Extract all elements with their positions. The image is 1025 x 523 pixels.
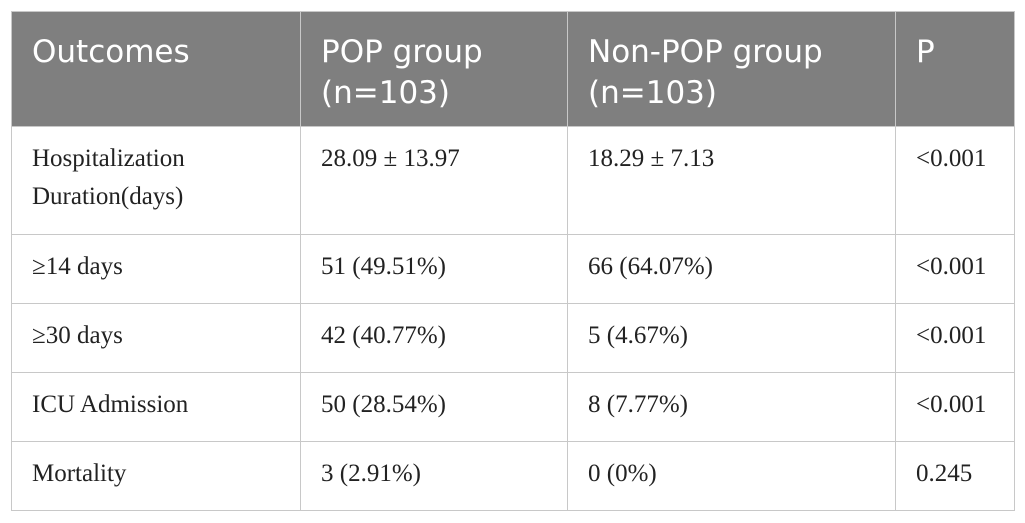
- cell-pop: 28.09 ± 13.97: [300, 126, 568, 235]
- cell-outcome: Hospitalization Duration(days): [11, 126, 301, 235]
- cell-p: <0.001: [895, 303, 1015, 373]
- cell-outcome: ICU Admission: [11, 372, 301, 442]
- table-row: ICU Admission 50 (28.54%) 8 (7.77%) <0.0…: [11, 372, 1015, 442]
- cell-non-pop: 18.29 ± 7.13: [567, 126, 896, 235]
- table-row: ≥30 days 42 (40.77%) 5 (4.67%) <0.001: [11, 303, 1015, 373]
- cell-p: 0.245: [895, 441, 1015, 511]
- cell-outcome: Mortality: [11, 441, 301, 511]
- cell-outcome: ≥14 days: [11, 234, 301, 304]
- cell-non-pop: 66 (64.07%): [567, 234, 896, 304]
- cell-p: <0.001: [895, 372, 1015, 442]
- header-row: Outcomes POP group (n=103) Non-POP group…: [11, 11, 1015, 127]
- cell-non-pop: 8 (7.77%): [567, 372, 896, 442]
- outcomes-table: Outcomes POP group (n=103) Non-POP group…: [11, 11, 1015, 511]
- table-row: Hospitalization Duration(days) 28.09 ± 1…: [11, 126, 1015, 235]
- cell-outcome: ≥30 days: [11, 303, 301, 373]
- header-p-value: P: [895, 11, 1015, 127]
- header-outcomes: Outcomes: [11, 11, 301, 127]
- cell-p: <0.001: [895, 234, 1015, 304]
- cell-p: <0.001: [895, 126, 1015, 235]
- header-pop-group: POP group (n=103): [300, 11, 568, 127]
- table-body: Hospitalization Duration(days) 28.09 ± 1…: [11, 126, 1015, 511]
- cell-pop: 42 (40.77%): [300, 303, 568, 373]
- table-header: Outcomes POP group (n=103) Non-POP group…: [11, 11, 1015, 127]
- cell-non-pop: 0 (0%): [567, 441, 896, 511]
- cell-pop: 51 (49.51%): [300, 234, 568, 304]
- header-non-pop-group: Non-POP group (n=103): [567, 11, 896, 127]
- cell-pop: 3 (2.91%): [300, 441, 568, 511]
- table-row: Mortality 3 (2.91%) 0 (0%) 0.245: [11, 441, 1015, 511]
- cell-pop: 50 (28.54%): [300, 372, 568, 442]
- cell-non-pop: 5 (4.67%): [567, 303, 896, 373]
- table-row: ≥14 days 51 (49.51%) 66 (64.07%) <0.001: [11, 234, 1015, 304]
